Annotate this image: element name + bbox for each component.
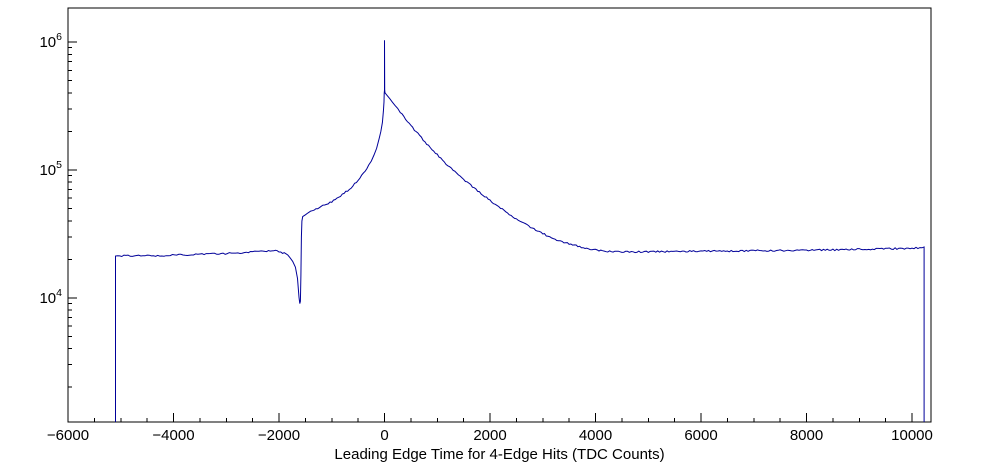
x-tick-label: 8000	[790, 427, 823, 444]
x-axis-title: Leading Edge Time for 4-Edge Hits (TDC C…	[334, 446, 665, 463]
y-tick-label: 104	[39, 287, 62, 307]
plot-frame	[67, 7, 932, 423]
x-tick-label: 0	[380, 427, 388, 444]
x-tick-label: 2000	[473, 427, 506, 444]
y-tick-label: 106	[39, 31, 62, 51]
histogram-line	[115, 40, 925, 422]
x-tick-label: −4000	[152, 427, 194, 444]
x-tick-label: 10000	[891, 427, 933, 444]
x-tick-label: 6000	[684, 427, 717, 444]
x-tick-label: −6000	[47, 427, 89, 444]
x-tick-label: 4000	[579, 427, 612, 444]
y-tick-label: 105	[39, 159, 62, 179]
x-tick-label: −2000	[258, 427, 300, 444]
